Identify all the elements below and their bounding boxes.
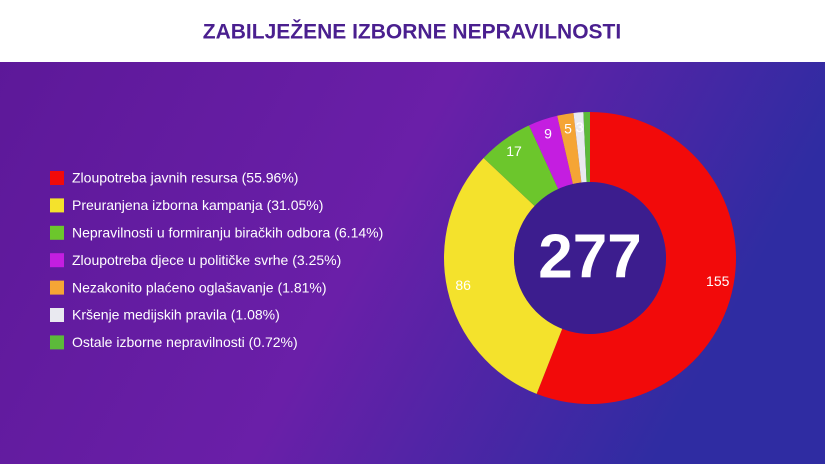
legend-label: Zloupotreba javnih resursa (55.96%) [72,170,298,186]
total-label: 277 [538,222,641,291]
donut-slice [529,115,573,189]
slice-label: 17 [506,143,522,159]
legend-swatch [50,171,64,185]
legend-label: Kršenje medijskih pravila (1.08%) [72,307,280,323]
donut-slice [583,112,590,183]
slice-label: 86 [455,277,471,293]
legend-label: Zloupotreba djece u političke svrhe (3.2… [72,252,341,268]
chart-title: ZABILJEŽENE IZBORNE NEPRAVILNOSTI [203,20,621,44]
legend-label: Preuranjena izborna kampanja (31.05%) [72,197,323,213]
donut-slice [483,125,559,206]
donut-slice [536,112,737,404]
legend-swatch [50,308,64,322]
legend-label: Nezakonito plaćeno oglašavanje (1.81%) [72,279,327,295]
legend-label: Nepravilnosti u formiranju biračkih odbo… [72,225,383,241]
header-bar [0,0,825,62]
slice-label: 3 [576,119,584,135]
slice-label: 155 [706,273,730,289]
donut-hole [514,182,666,334]
donut-slice [573,112,587,183]
legend-swatch [50,335,64,350]
legend-swatch [50,253,64,268]
slice-label: 5 [564,121,572,137]
donut-slice [444,158,563,394]
legend-swatch [50,280,64,295]
legend-swatch [50,198,64,213]
legend-label: Ostale izborne nepravilnosti (0.72%) [72,334,298,350]
legend-swatch [50,225,64,240]
donut-slice [557,112,582,184]
slice-label: 9 [544,126,552,142]
